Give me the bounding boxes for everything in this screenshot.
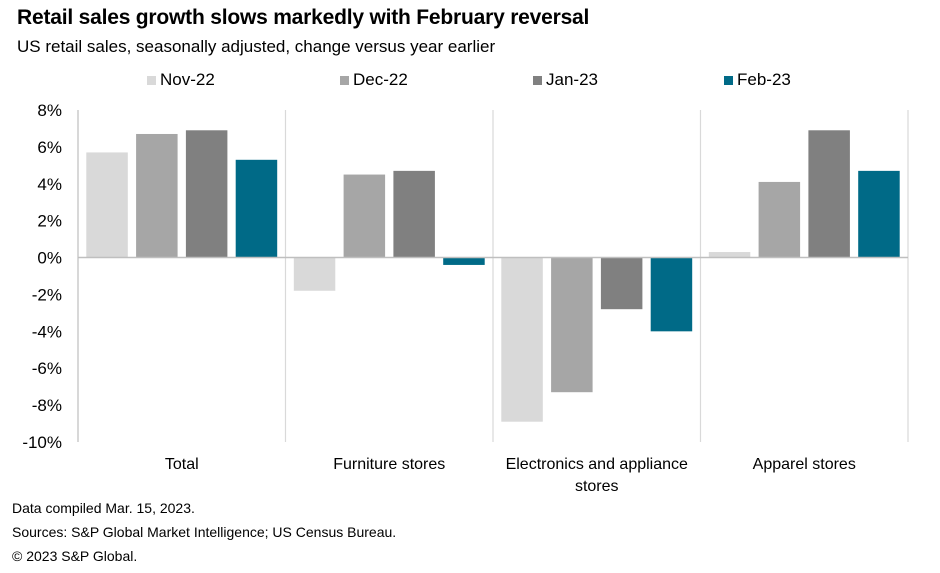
bar-nov-22-3	[708, 252, 751, 258]
y-tick-label: 0%	[37, 249, 62, 268]
bar-nov-22-0	[86, 152, 128, 258]
bar-jan-23-0	[185, 130, 228, 258]
legend-swatch	[533, 75, 542, 85]
bar-feb-23-3	[858, 170, 900, 258]
x-tick-label: stores	[575, 478, 619, 495]
bar-dec-22-0	[136, 133, 178, 258]
legend-item-jan-23: Jan-23	[533, 70, 598, 90]
y-tick-label: -8%	[32, 396, 62, 415]
y-tick-label: 8%	[37, 101, 62, 120]
y-tick-label: 6%	[37, 138, 62, 157]
legend: Nov-22 Dec-22 Jan-23 Feb-23	[0, 70, 940, 94]
bar-nov-22-1	[293, 257, 336, 291]
y-tick-label: -4%	[32, 322, 62, 341]
bar-dec-22-3	[758, 181, 801, 258]
x-tick-label: Total	[165, 456, 199, 473]
bar-nov-22-2	[501, 257, 543, 422]
bar-jan-23-1	[393, 170, 435, 258]
footer-copyright: © 2023 S&P Global.	[12, 548, 138, 564]
legend-label: Feb-23	[737, 70, 791, 89]
bar-feb-23-2	[650, 257, 693, 332]
legend-swatch	[340, 75, 349, 85]
bar-dec-22-1	[343, 174, 386, 258]
footer-note: Data compiled Mar. 15, 2023.	[12, 500, 195, 516]
legend-item-feb-23: Feb-23	[724, 70, 791, 90]
legend-item-nov-22: Nov-22	[147, 70, 215, 90]
y-tick-label: -6%	[32, 359, 62, 378]
chart-title: Retail sales growth slows markedly with …	[17, 6, 590, 29]
bar-jan-23-3	[808, 130, 850, 258]
legend-swatch	[147, 75, 156, 85]
y-tick-label: 2%	[37, 212, 62, 231]
y-tick-label: -2%	[32, 285, 62, 304]
bar-feb-23-0	[235, 159, 278, 258]
footer-sources: Sources: S&P Global Market Intelligence;…	[12, 524, 397, 540]
y-tick-label: 4%	[37, 175, 62, 194]
legend-label: Nov-22	[160, 70, 215, 89]
bar-jan-23-2	[600, 257, 643, 310]
legend-item-dec-22: Dec-22	[340, 70, 408, 90]
legend-label: Jan-23	[546, 70, 598, 89]
legend-label: Dec-22	[353, 70, 408, 89]
bar-feb-23-1	[443, 257, 485, 265]
chart-subtitle: US retail sales, seasonally adjusted, ch…	[17, 37, 496, 56]
x-tick-label: Apparel stores	[753, 456, 856, 473]
y-tick-label: -10%	[22, 433, 62, 452]
bar-dec-22-2	[551, 257, 593, 393]
x-tick-label: Electronics and appliance	[506, 456, 688, 473]
x-tick-label: Furniture stores	[333, 456, 445, 473]
legend-swatch	[724, 75, 733, 85]
